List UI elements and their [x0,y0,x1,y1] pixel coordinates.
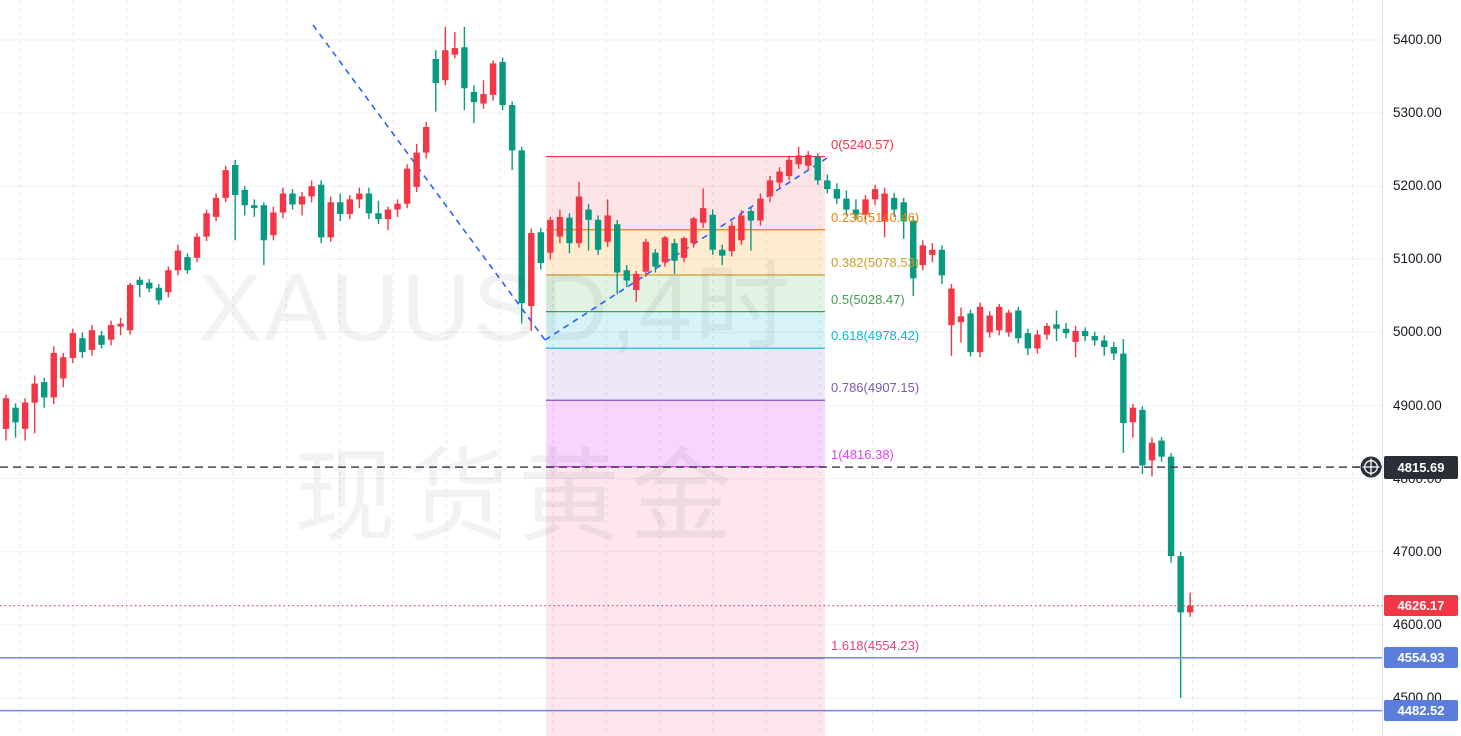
trendline-1[interactable] [312,24,546,341]
fib-level-label-0.236[interactable]: 0.236(5140.46) [831,209,920,225]
price-axis-tick: 4700.00 [1393,543,1442,559]
fib-level-label-0.786[interactable]: 0.786(4907.15) [831,380,920,396]
price-axis[interactable]: 5400.00 5300.00 5200.00 5100.00 5000.00 4900.… [1382,0,1461,736]
fib-level-label-0.382[interactable]: 0.382(5078.53) [831,254,920,270]
last-price-badge: 4626.17 [1384,595,1458,617]
price-axis-tick: 5200.00 [1393,178,1442,194]
price-axis-tick: 5100.00 [1393,251,1442,267]
alert-price-badge-1[interactable]: 4554.93 [1384,647,1458,669]
fib-level-label-0.618[interactable]: 0.618(4978.42) [831,328,920,344]
price-axis-tick: 5000.00 [1393,324,1442,340]
price-axis-tick: 5400.00 [1393,32,1442,47]
fib-level-label-0.5[interactable]: 0.5(5028.47) [831,291,905,307]
grid-horizontal [0,39,1382,699]
fib-retracement-zone[interactable] [546,155,825,736]
candles-series [2,26,1194,698]
crosshair-target-icon [1355,456,1382,478]
alert-price-badge-2[interactable]: 4482.52 [1384,700,1458,722]
crosshair-price-badge: 4815.69 [1384,455,1458,479]
price-axis-tick: 4600.00 [1393,616,1442,632]
fib-level-label-0[interactable]: 0(5240.57) [831,136,894,152]
price-axis-tick: 5300.00 [1393,105,1442,121]
fib-level-label-1.618[interactable]: 1.618(4554.23) [831,638,920,654]
price-axis-tick: 4900.00 [1393,397,1442,413]
fib-level-label-1[interactable]: 1(4816.38) [831,446,894,462]
grid-vertical [19,0,1353,736]
